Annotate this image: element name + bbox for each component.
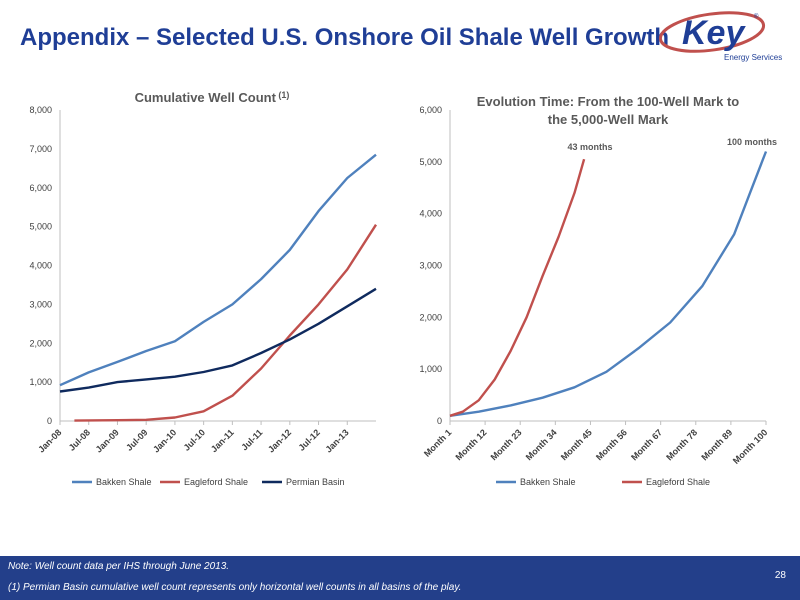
chart1-legend-label-permian-basin: Permian Basin: [286, 477, 345, 487]
chart1-y-tick-label: 1,000: [29, 377, 52, 387]
chart1-y-tick-label: 0: [47, 416, 52, 426]
logo-subtitle: Energy Services: [724, 53, 782, 62]
chart2-y-tick-label: 5,000: [419, 157, 442, 167]
chart2-annotation-eagleford: 43 months: [567, 142, 612, 152]
chart1-y-tick-label: 6,000: [29, 183, 52, 193]
chart1-y-tick-label: 3,000: [29, 299, 52, 309]
cumulative-well-count-chart: Cumulative Well Count (1) 0 1,000 2,000 3,00…: [29, 90, 378, 487]
chart2-y-tick-label: 4,000: [419, 209, 442, 219]
chart1-series-bakken-shale: [59, 153, 377, 387]
chart2-y-tick-label: 3,000: [419, 261, 442, 271]
chart2-x-tick-label: Month 67: [629, 427, 664, 462]
chart2-legend-label-eagleford-shale: Eagleford Shale: [646, 477, 710, 487]
page-number: 28: [774, 570, 786, 581]
chart1-series-eagleford-shale: [74, 224, 378, 422]
chart1-title: Cumulative Well Count (1): [135, 90, 290, 105]
chart2-y-tick-label: 0: [437, 416, 442, 426]
chart2-x-tick-label: Month 23: [489, 427, 524, 462]
chart2-annotation-bakken: 100 months: [727, 137, 777, 147]
chart1-x-tick-label: Jul-12: [296, 427, 321, 452]
chart1-title-footnote-ref: (1): [276, 90, 290, 100]
chart1-legend-label-bakken-shale: Bakken Shale: [96, 477, 152, 487]
chart2-x-tick-label: Month 34: [524, 427, 559, 462]
chart2-x-tick-label: Month 100: [731, 427, 770, 466]
chart2-x-tick-label: Month 12: [454, 427, 489, 462]
chart2-x-tick-label: Month 78: [664, 427, 699, 462]
chart1-y-tick-label: 8,000: [29, 105, 52, 115]
chart2-series-bakken-shale: [449, 151, 768, 417]
chart1-y-tick-label: 5,000: [29, 222, 52, 232]
logo-registered-mark: ®: [754, 13, 759, 20]
page-title: Appendix – Selected U.S. Onshore Oil Sha…: [20, 24, 670, 51]
chart1-x-tick-label: Jan-11: [209, 427, 236, 454]
logo-swoosh: [658, 11, 766, 53]
chart1-x-tick-label: Jan-13: [323, 427, 350, 454]
evolution-time-chart: Evolution Time: From the 100-Well Mark t…: [419, 94, 777, 487]
chart1-y-tick-label: 4,000: [29, 261, 52, 271]
chart1-legend-label-eagleford-shale: Eagleford Shale: [184, 477, 248, 487]
chart2-y-tick-label: 6,000: [419, 105, 442, 115]
chart2-series-eagleford-shale: [449, 158, 586, 417]
chart2-legend-label-bakken-shale: Bakken Shale: [520, 477, 576, 487]
chart2-title-line-1: Evolution Time: From the 100-Well Mark t…: [477, 94, 740, 109]
footer-bar: Note: Well count data per IHS through Ju…: [0, 556, 800, 600]
chart2-x-tick-label: Month 89: [699, 427, 734, 462]
chart1-y-tick-label: 7,000: [29, 144, 52, 154]
chart1-x-tick-label: Jul-11: [239, 427, 264, 452]
chart2-x-tick-label: Month 56: [594, 427, 629, 462]
chart1-x-tick-label: Jan-08: [36, 427, 63, 454]
chart2-y-tick-label: 2,000: [419, 312, 442, 322]
footnote-permian: (1) Permian Basin cumulative well count …: [8, 582, 462, 593]
chart1-x-tick-label: Jan-12: [266, 427, 293, 454]
chart2-y-tick-label: 1,000: [419, 364, 442, 374]
chart1-x-tick-label: Jul-09: [124, 427, 149, 452]
chart1-y-tick-label: 2,000: [29, 338, 52, 348]
chart1-x-tick-label: Jan-09: [94, 427, 121, 454]
footnote-data-source: Note: Well count data per IHS through Ju…: [8, 561, 230, 572]
chart2-x-tick-label: Month 1: [422, 427, 453, 458]
chart2-title-line-2: the 5,000-Well Mark: [548, 112, 669, 127]
chart2-x-tick-label: Month 45: [559, 427, 594, 462]
logo-text: Key: [682, 14, 746, 52]
chart1-x-tick-label: Jul-08: [67, 427, 92, 452]
company-logo: Key ® Energy Services: [658, 11, 782, 62]
chart1-series-permian-basin: [59, 287, 377, 393]
chart1-x-tick-label: Jan-10: [151, 427, 178, 454]
chart1-x-tick-label: Jul-10: [182, 427, 207, 452]
